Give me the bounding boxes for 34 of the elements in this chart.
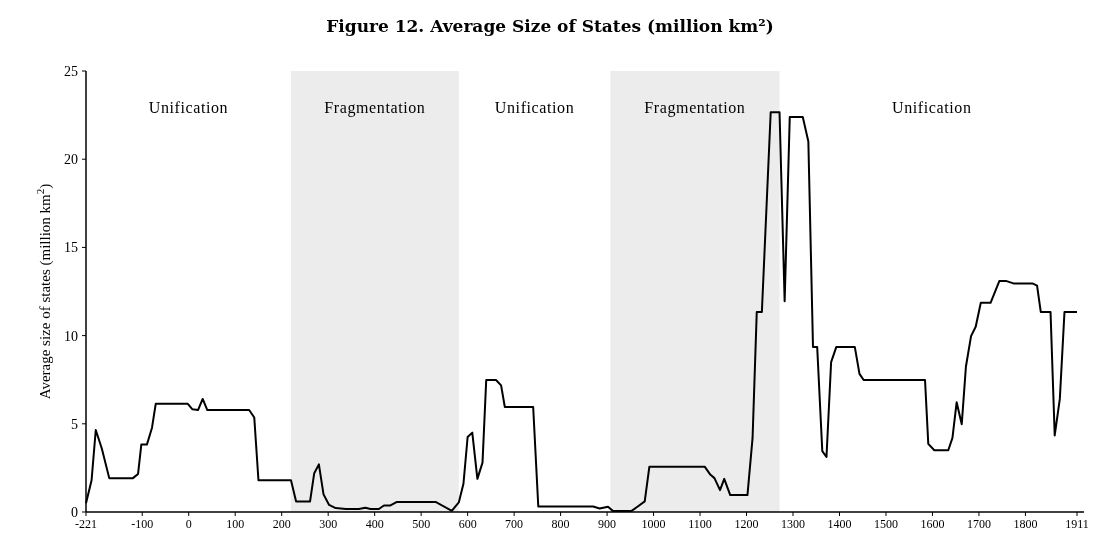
x-tick-label: 700 [505, 517, 524, 531]
band-label: Fragmentation [644, 99, 746, 117]
x-tick-label: 100 [226, 517, 245, 531]
annotation: Unification [494, 99, 575, 116]
y-tick-label: 25 [64, 64, 78, 79]
x-tick-label: -221 [75, 517, 97, 531]
annotation: Unification [892, 99, 972, 116]
y-tick-label: 20 [64, 152, 78, 168]
x-tick-label: 1500 [873, 517, 898, 531]
x-tick-label: 0 [185, 517, 192, 531]
band-label: Fragmentation [324, 99, 426, 117]
x-tick-label: 500 [412, 517, 431, 531]
x-tick-label: 1800 [1013, 517, 1038, 531]
x-tick-label: 1300 [781, 517, 806, 531]
x-tick-label: 900 [598, 517, 617, 531]
x-tick-label: 1000 [641, 517, 666, 531]
annotation: Unification [148, 99, 229, 116]
x-tick-label: 1600 [920, 517, 945, 531]
y-tick-label: 0 [71, 505, 78, 520]
x-tick-label: 400 [365, 517, 384, 531]
x-tick-label: 1100 [688, 517, 712, 531]
y-tick-label: 15 [64, 240, 78, 256]
y-tick-label: 10 [64, 328, 78, 344]
x-tick-label: 1400 [827, 517, 852, 531]
x-tick-label: 200 [272, 517, 291, 531]
x-tick-label: 1200 [734, 517, 759, 531]
x-tick-label: -100 [131, 517, 154, 531]
x-tick-label: 1700 [966, 517, 991, 531]
y-tick-label: 5 [71, 416, 78, 432]
chart-title: Figure 12. Average Size of States (million km²) [326, 16, 774, 36]
x-tick-label: 300 [319, 517, 338, 531]
x-tick-label: 1911 [1065, 517, 1089, 531]
x-tick-label: 800 [551, 517, 570, 531]
x-tick-label: 600 [458, 517, 477, 531]
